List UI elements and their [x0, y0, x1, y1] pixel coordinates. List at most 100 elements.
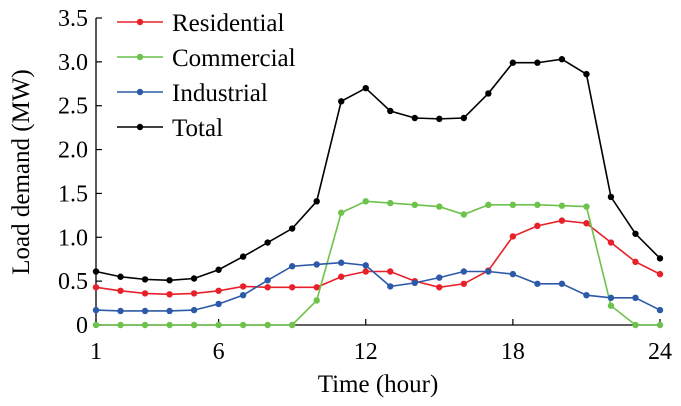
y-axis-title: Load demand (MW): [8, 69, 35, 274]
residential-point: [509, 233, 517, 240]
commercial-point: [436, 203, 443, 210]
commercial-point: [92, 321, 100, 329]
total-point: [362, 84, 369, 92]
total-line: [95, 58, 661, 282]
industrial-point: [264, 277, 271, 284]
y-tick-label: 3.0: [58, 50, 88, 76]
industrial-point: [656, 306, 664, 314]
commercial-point: [411, 201, 418, 209]
industrial-point: [215, 300, 222, 308]
residential-point: [313, 284, 320, 291]
residential-point: [190, 290, 198, 297]
residential-point: [387, 268, 394, 275]
legend-item-commercial: Commercial: [117, 45, 296, 72]
axes: 0 0.5 1.0 1.5 2.0 2.5 3.0 3.5 1 6 12 18 24: [58, 6, 672, 365]
residential-point: [656, 270, 664, 278]
industrial-point: [362, 262, 369, 269]
commercial-point: [387, 199, 394, 207]
total-point: [436, 115, 443, 123]
x-tick-label: 6: [213, 339, 225, 365]
industrial-point: [607, 294, 615, 302]
legend-label: Industrial: [172, 80, 268, 107]
industrial-point: [387, 283, 394, 290]
commercial-point: [338, 209, 345, 216]
commercial-point: [460, 211, 468, 218]
residential-point: [117, 287, 124, 294]
series-total: [92, 56, 664, 284]
total-point: [485, 90, 492, 97]
residential-point: [558, 217, 566, 224]
industrial-point: [117, 307, 124, 315]
industrial-line: [95, 261, 661, 312]
commercial-point: [313, 297, 320, 304]
legend-marker: [136, 123, 144, 131]
y-tick-label: 2.5: [58, 94, 88, 120]
commercial-point: [288, 321, 296, 329]
total-point: [607, 193, 615, 201]
total-point: [264, 239, 271, 246]
commercial-point: [141, 321, 149, 329]
total-point: [313, 198, 320, 205]
series-industrial: [92, 259, 664, 315]
industrial-point: [190, 306, 198, 314]
industrial-point: [534, 280, 541, 287]
commercial-line: [96, 200, 660, 326]
commercial-point: [632, 321, 639, 329]
total-point: [190, 275, 198, 282]
residential-point: [288, 284, 296, 291]
residential-point: [362, 268, 369, 275]
industrial-point: [313, 261, 320, 268]
legend-marker: [136, 18, 144, 26]
industrial-point: [460, 268, 468, 275]
residential-point: [583, 220, 590, 227]
x-tick-label: 12: [354, 339, 378, 365]
series-layer: [92, 56, 664, 329]
industrial-point: [485, 268, 492, 275]
total-point: [239, 253, 247, 260]
residential-point: [239, 283, 247, 290]
commercial-point: [239, 321, 247, 329]
residential-point: [338, 273, 345, 280]
total-point: [141, 276, 149, 283]
commercial-point: [362, 198, 369, 205]
residential-point: [141, 290, 149, 297]
total-point: [288, 225, 296, 232]
residential-point: [215, 287, 222, 294]
legend-label: Commercial: [172, 45, 296, 72]
industrial-point: [558, 280, 566, 287]
series-commercial: [92, 198, 664, 329]
y-tick-label: 0: [76, 313, 88, 339]
total-point: [656, 255, 664, 262]
total-point: [215, 266, 222, 273]
commercial-point: [215, 321, 222, 329]
y-tick-label: 3.5: [58, 6, 88, 32]
residential-point: [436, 284, 443, 291]
industrial-point: [338, 259, 345, 266]
commercial-point: [558, 202, 566, 209]
industrial-point: [436, 274, 443, 281]
legend-label: Residential: [172, 10, 285, 37]
industrial-point: [141, 307, 149, 315]
commercial-point: [656, 321, 664, 329]
total-point: [509, 59, 517, 66]
x-tick-label: 1: [90, 339, 102, 365]
legend: Residential Commercial Industrial Total: [117, 10, 296, 142]
residential-point: [460, 280, 468, 287]
residential-point: [607, 239, 615, 246]
x-axis-title: Time (hour): [318, 371, 439, 398]
total-point: [92, 268, 100, 275]
commercial-point: [117, 321, 124, 329]
legend-marker: [136, 53, 144, 61]
industrial-point: [583, 291, 590, 299]
industrial-point: [288, 263, 296, 270]
y-tick-label: 0.5: [58, 269, 88, 295]
commercial-point: [534, 201, 541, 209]
legend-marker: [136, 88, 144, 96]
industrial-point: [509, 270, 517, 278]
legend-label: Total: [172, 115, 223, 142]
commercial-point: [509, 201, 517, 209]
industrial-point: [239, 291, 247, 299]
y-tick-label: 1.5: [58, 181, 88, 207]
y-tick-label: 1.0: [58, 225, 88, 251]
